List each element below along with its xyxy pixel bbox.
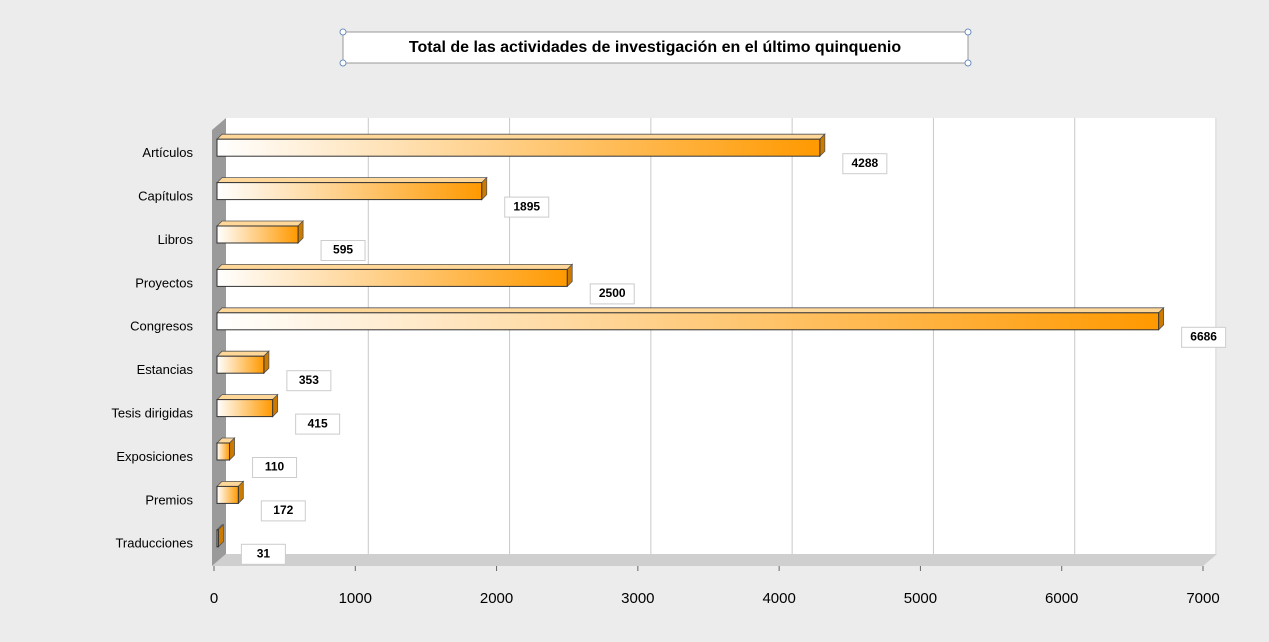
value-label-box [286, 370, 332, 392]
value-label: 6686 [1190, 329, 1217, 343]
value-label-box [320, 240, 366, 261]
value-label-box [252, 457, 298, 478]
value-label-box [295, 413, 341, 435]
value-label-box [260, 500, 306, 522]
value-label: 4288 [851, 156, 878, 170]
y-tick-label: Tesis dirigidas [111, 406, 193, 421]
bar [216, 138, 821, 157]
bar [216, 355, 265, 374]
value-label-box [589, 283, 635, 305]
y-tick-label: Congresos [130, 319, 193, 334]
x-tick-label: 3000 [621, 590, 654, 607]
bar-top [216, 394, 279, 401]
bar [216, 529, 219, 548]
bar [216, 312, 1160, 331]
handle [964, 59, 972, 67]
bar-top [216, 133, 826, 140]
bar-top [216, 220, 305, 227]
x-tick-label: 1000 [339, 590, 372, 607]
handle [339, 28, 347, 36]
handle [339, 59, 347, 67]
bar-top [216, 177, 488, 184]
y-tick-label: Artículos [142, 145, 193, 160]
x-tick-label: 4000 [762, 590, 795, 607]
bar-top [216, 263, 574, 270]
value-label: 595 [333, 243, 353, 257]
value-label: 31 [257, 546, 271, 560]
value-label: 110 [265, 460, 285, 474]
value-label-box [504, 196, 550, 218]
floor [212, 554, 1217, 566]
value-label-box [842, 153, 888, 175]
bar-top [216, 350, 270, 357]
x-tick-label: 2000 [480, 590, 513, 607]
title-box [342, 31, 969, 64]
bar [216, 485, 239, 504]
bar [216, 225, 299, 244]
bar [216, 268, 568, 287]
handle [964, 28, 972, 36]
value-label-box [240, 543, 286, 565]
y-tick-label: Traducciones [115, 536, 193, 551]
x-tick-label: 0 [210, 590, 218, 607]
x-tick-label: 5000 [904, 590, 937, 607]
x-tick-label: 7000 [1186, 590, 1219, 607]
bar [216, 442, 231, 461]
y-tick-label: Estancias [137, 362, 194, 377]
y-tick-label: Libros [158, 232, 194, 247]
value-label: 172 [273, 503, 293, 517]
y-tick-label: Exposiciones [116, 449, 193, 464]
y-tick-label: Capítulos [138, 189, 193, 204]
value-label: 415 [308, 416, 328, 430]
bar-top [216, 307, 1165, 314]
value-label: 353 [299, 373, 319, 387]
value-label: 2500 [599, 286, 626, 300]
chart-title: Total de las actividades de investigació… [409, 39, 901, 56]
x-tick-label: 6000 [1045, 590, 1078, 607]
value-label: 1895 [513, 199, 540, 213]
value-label-box [1181, 326, 1227, 348]
y-tick-label: Premios [145, 492, 193, 507]
y-tick-label: Proyectos [135, 275, 193, 290]
bar [216, 399, 274, 418]
bar [216, 182, 483, 201]
